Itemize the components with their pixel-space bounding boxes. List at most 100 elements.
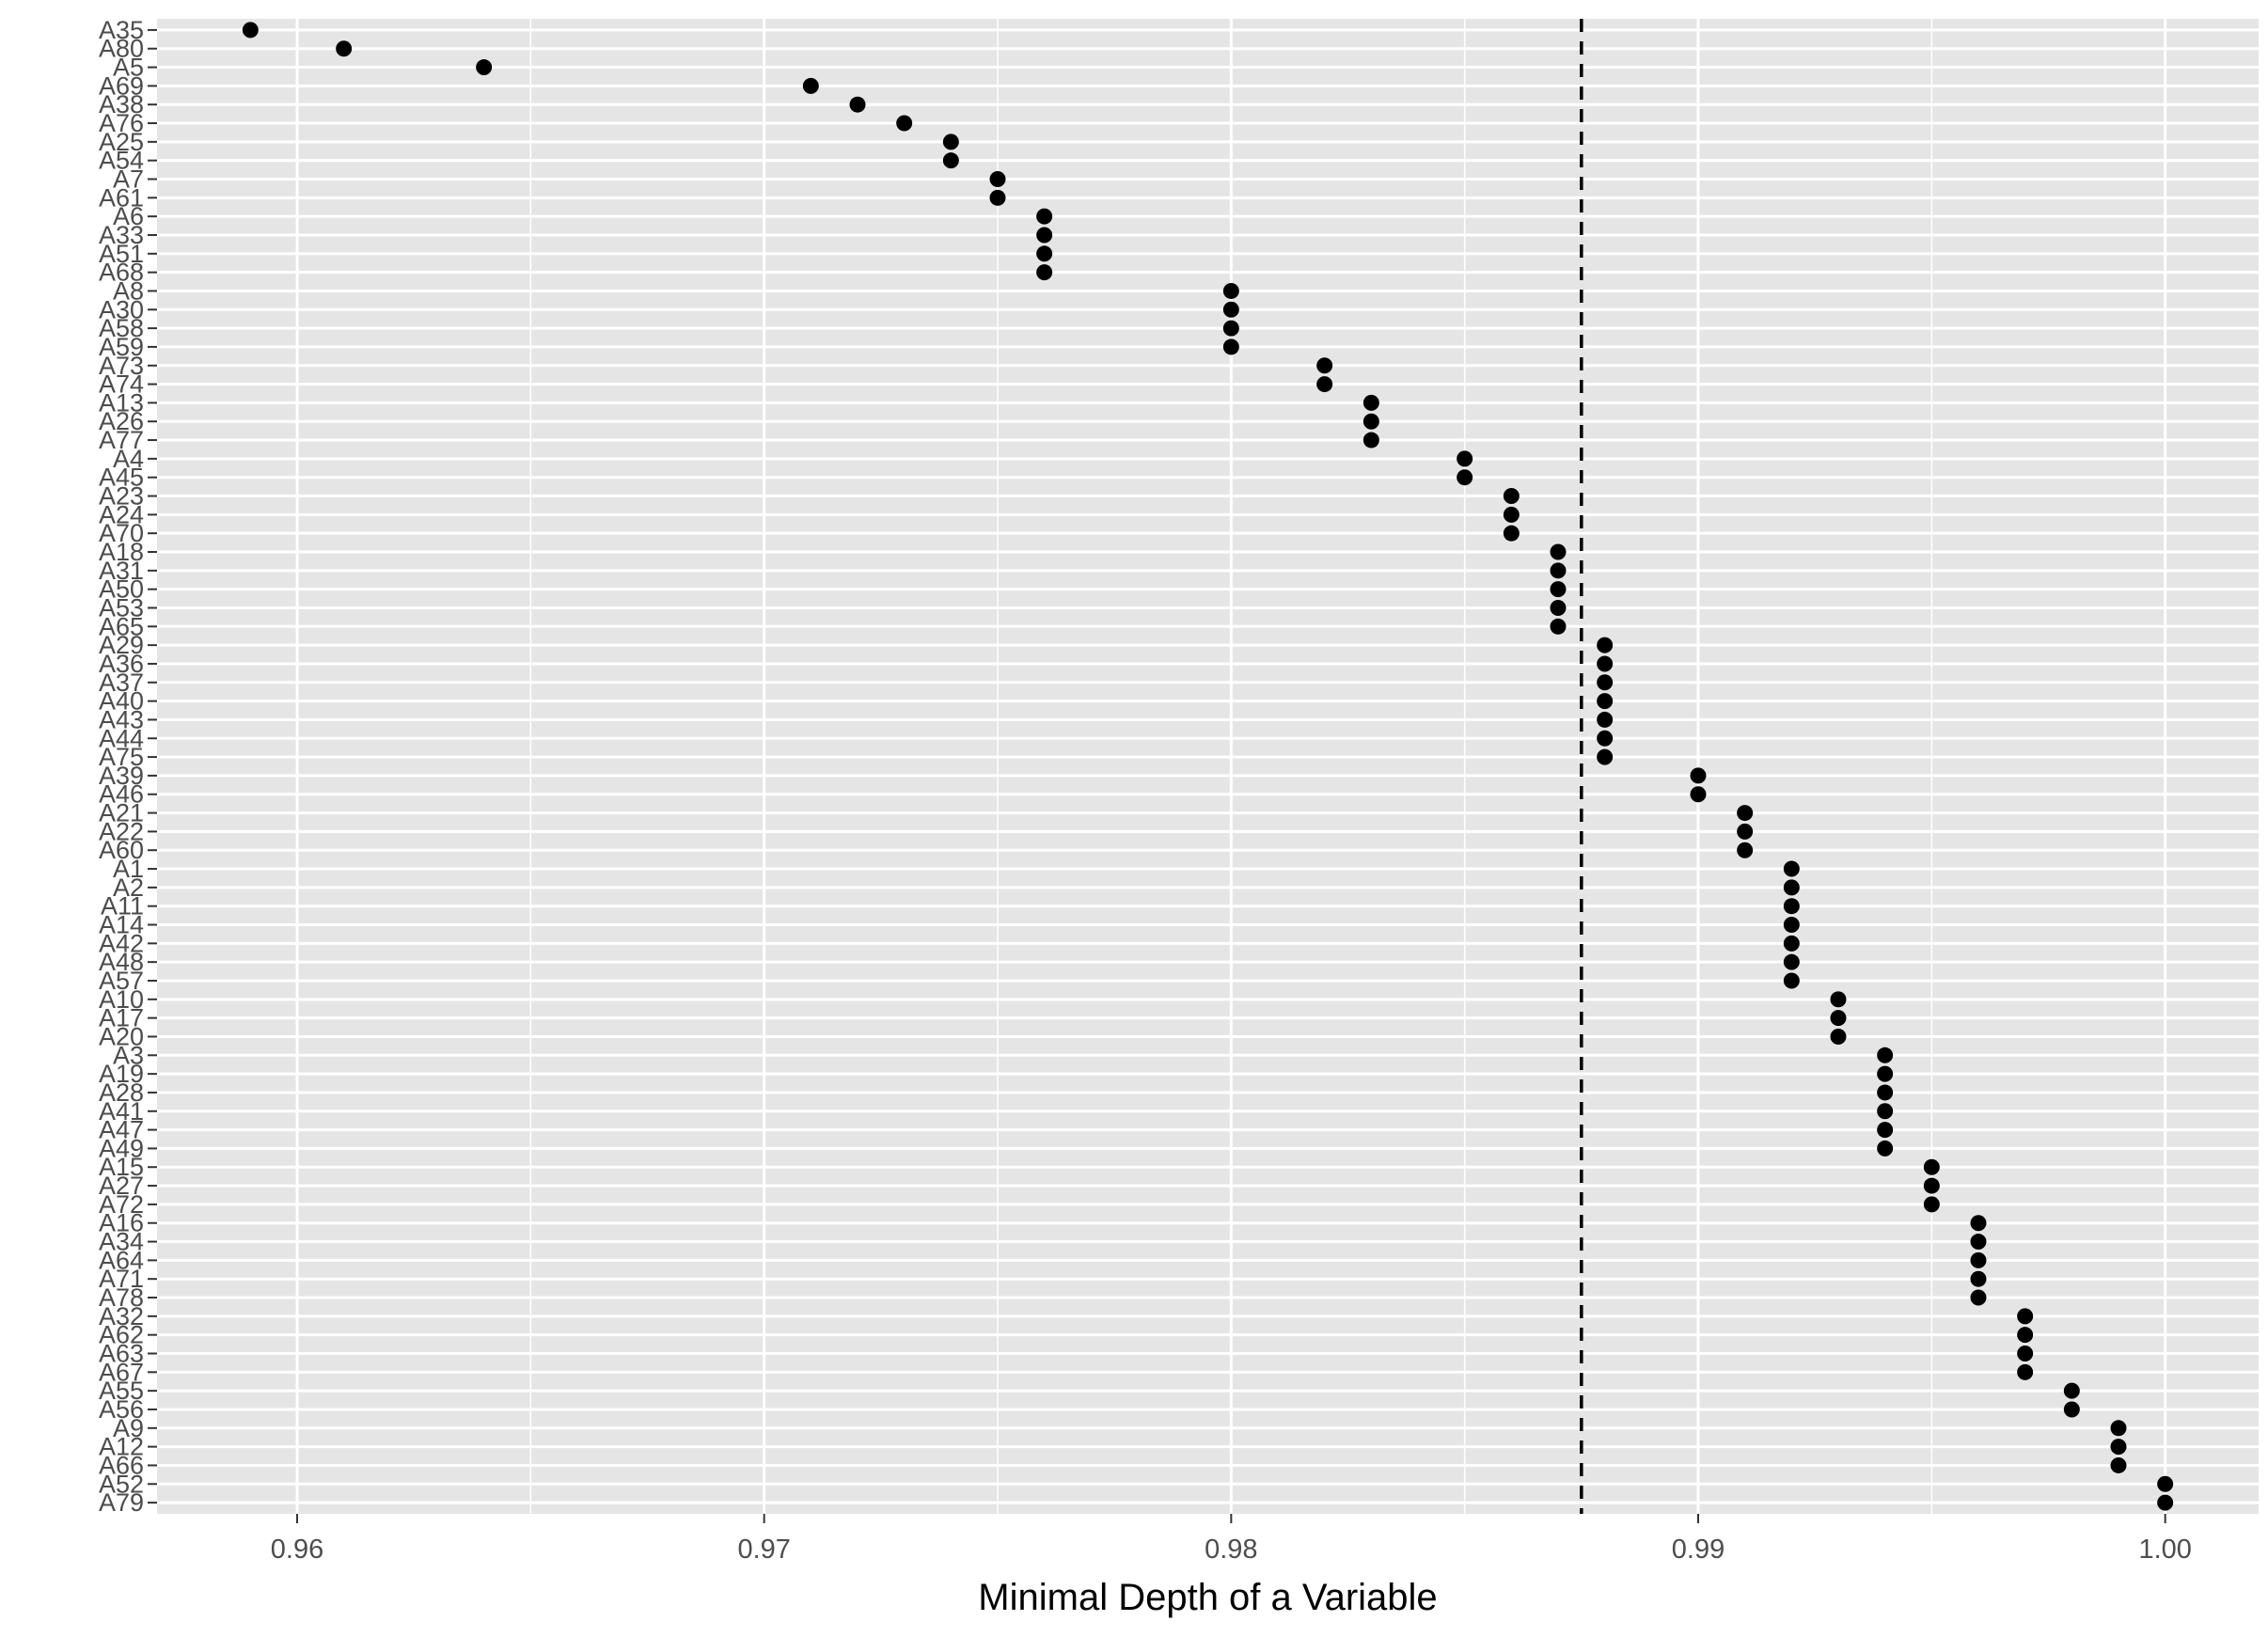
y-tick-label: A39 bbox=[99, 762, 144, 790]
y-tick-label: A51 bbox=[99, 240, 144, 268]
data-point bbox=[989, 189, 1006, 206]
data-point bbox=[1737, 842, 1754, 858]
y-tick-label: A79 bbox=[99, 1488, 144, 1517]
y-tick-label: A80 bbox=[99, 35, 144, 63]
y-tick-label: A14 bbox=[99, 911, 144, 939]
x-major-grid bbox=[295, 19, 2167, 1514]
data-point bbox=[1222, 282, 1239, 299]
y-tick-label: A70 bbox=[99, 519, 144, 547]
data-point bbox=[2157, 1475, 2174, 1492]
data-point bbox=[1597, 693, 1614, 710]
y-tick-label: A54 bbox=[99, 147, 144, 175]
y-tick-label: A60 bbox=[99, 836, 144, 864]
data-point bbox=[1783, 879, 1800, 896]
y-tick-label: A22 bbox=[99, 817, 144, 845]
data-point bbox=[1970, 1234, 1987, 1251]
y-tick-label: A6 bbox=[113, 202, 144, 230]
data-point bbox=[1970, 1215, 1987, 1232]
data-points bbox=[242, 22, 2174, 1511]
y-tick-label: A57 bbox=[99, 967, 144, 995]
y-tick-label: A72 bbox=[99, 1190, 144, 1219]
data-point bbox=[1923, 1196, 1940, 1213]
y-tick-label: A12 bbox=[99, 1433, 144, 1461]
data-point bbox=[336, 40, 353, 57]
data-point bbox=[2017, 1327, 2034, 1344]
y-axis-ticks: A35A80A5A69A38A76A25A54A7A61A6A33A51A68A… bbox=[99, 16, 157, 1517]
data-point bbox=[1316, 357, 1333, 374]
y-tick-label: A69 bbox=[99, 71, 144, 100]
x-axis-title: Minimal Depth of a Variable bbox=[978, 1577, 1437, 1618]
data-point bbox=[1783, 917, 1800, 934]
y-tick-label: A19 bbox=[99, 1060, 144, 1088]
y-tick-label: A2 bbox=[113, 874, 144, 902]
y-tick-label: A59 bbox=[99, 333, 144, 361]
x-tick-label: 0.96 bbox=[271, 1535, 323, 1565]
data-point bbox=[1737, 823, 1754, 840]
data-point bbox=[1222, 338, 1239, 355]
data-point bbox=[1503, 525, 1520, 542]
data-point bbox=[1036, 227, 1053, 244]
y-tick-label: A27 bbox=[99, 1172, 144, 1200]
y-tick-label: A32 bbox=[99, 1302, 144, 1330]
y-tick-label: A34 bbox=[99, 1228, 144, 1256]
data-point bbox=[1877, 1103, 1894, 1120]
y-tick-label: A28 bbox=[99, 1078, 144, 1107]
data-point bbox=[1923, 1177, 1940, 1194]
y-tick-label: A45 bbox=[99, 464, 144, 492]
y-tick-label: A8 bbox=[113, 276, 144, 305]
data-point bbox=[1503, 488, 1520, 505]
y-tick-label: A38 bbox=[99, 90, 144, 118]
y-tick-label: A41 bbox=[99, 1097, 144, 1125]
y-tick-label: A20 bbox=[99, 1022, 144, 1050]
x-tick-label: 0.98 bbox=[1205, 1535, 1257, 1565]
data-point bbox=[2017, 1363, 2034, 1380]
y-tick-label: A11 bbox=[101, 892, 144, 921]
data-point bbox=[1316, 376, 1333, 393]
data-point bbox=[1597, 711, 1614, 728]
y-tick-label: A15 bbox=[99, 1153, 144, 1181]
data-point bbox=[989, 170, 1006, 187]
y-tick-label: A7 bbox=[113, 165, 144, 193]
data-point bbox=[2110, 1420, 2127, 1437]
y-tick-label: A42 bbox=[99, 929, 144, 957]
data-point bbox=[1222, 301, 1239, 318]
y-tick-label: A64 bbox=[99, 1246, 144, 1274]
data-point bbox=[1550, 581, 1567, 598]
data-point bbox=[1036, 264, 1053, 281]
y-tick-label: A63 bbox=[99, 1340, 144, 1368]
data-point bbox=[896, 115, 913, 132]
y-grid bbox=[157, 28, 2259, 1504]
y-tick-label: A35 bbox=[99, 16, 144, 44]
y-tick-label: A71 bbox=[99, 1265, 144, 1293]
data-point bbox=[942, 134, 959, 150]
data-point bbox=[1970, 1251, 1987, 1268]
y-tick-label: A53 bbox=[99, 593, 144, 622]
y-tick-label: A52 bbox=[99, 1470, 144, 1498]
data-point bbox=[2063, 1382, 2080, 1399]
y-tick-label: A13 bbox=[99, 388, 144, 417]
y-tick-label: A31 bbox=[99, 557, 144, 585]
x-tick-label: 0.99 bbox=[1672, 1535, 1725, 1565]
data-point bbox=[1877, 1140, 1894, 1157]
data-point bbox=[1877, 1084, 1894, 1101]
y-tick-label: A33 bbox=[99, 221, 144, 249]
y-tick-label: A21 bbox=[99, 799, 144, 827]
y-tick-label: A26 bbox=[99, 407, 144, 435]
y-tick-label: A9 bbox=[113, 1414, 144, 1442]
y-tick-label: A29 bbox=[99, 631, 144, 659]
y-tick-label: A75 bbox=[99, 743, 144, 771]
y-tick-label: A5 bbox=[113, 54, 144, 82]
data-point bbox=[1783, 953, 1800, 970]
y-tick-label: A10 bbox=[99, 985, 144, 1014]
y-tick-label: A3 bbox=[113, 1041, 144, 1069]
data-point bbox=[1597, 730, 1614, 747]
data-point bbox=[1597, 637, 1614, 653]
data-point bbox=[476, 59, 493, 76]
data-point bbox=[1597, 655, 1614, 672]
x-minor-grid bbox=[529, 19, 1933, 1514]
y-tick-label: A76 bbox=[99, 109, 144, 137]
data-point bbox=[1457, 469, 1473, 486]
y-tick-label: A16 bbox=[99, 1209, 144, 1237]
y-tick-label: A17 bbox=[99, 1004, 144, 1032]
